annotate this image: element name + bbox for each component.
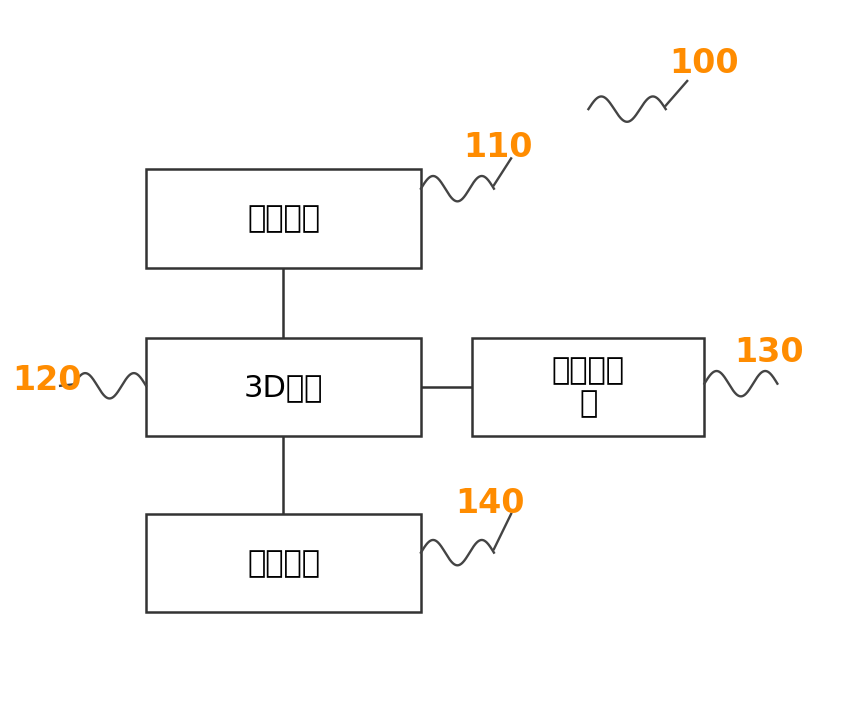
Text: 100: 100 bbox=[669, 47, 740, 80]
Text: 120: 120 bbox=[13, 364, 82, 396]
Bar bbox=[146, 169, 421, 268]
Text: 照明单元: 照明单元 bbox=[247, 548, 320, 578]
Bar bbox=[472, 338, 704, 436]
Text: 3D相机: 3D相机 bbox=[244, 372, 323, 402]
Text: 110: 110 bbox=[464, 132, 533, 164]
Text: 130: 130 bbox=[734, 336, 804, 368]
Text: 图像采集
卡: 图像采集 卡 bbox=[552, 356, 624, 418]
Text: 光学镜头: 光学镜头 bbox=[247, 203, 320, 233]
Bar bbox=[146, 338, 421, 436]
Text: 140: 140 bbox=[455, 487, 524, 520]
Bar bbox=[146, 514, 421, 612]
